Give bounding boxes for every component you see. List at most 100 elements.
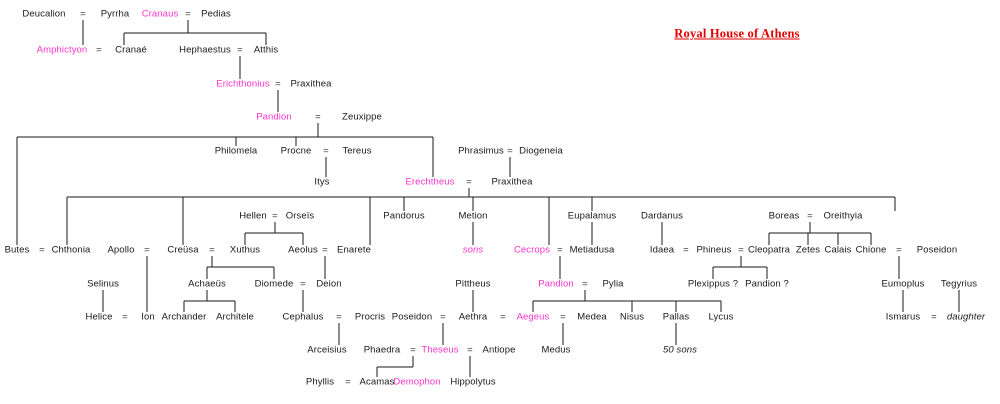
tree-node-acamas[interactable]: Acamas: [359, 376, 395, 388]
tree-node-procne[interactable]: Procne: [280, 145, 312, 157]
tree-node-theseus[interactable]: Theseus: [421, 344, 459, 356]
tree-node-philomela[interactable]: Philomela: [214, 145, 258, 157]
marriage-equals-sign: =: [807, 210, 813, 222]
tree-node-pyrrha[interactable]: Pyrrha: [100, 8, 130, 20]
tree-node-poseidon1[interactable]: Poseidon: [916, 244, 958, 256]
tree-node-nisus[interactable]: Nisus: [619, 311, 645, 323]
marriage-equals-sign: =: [896, 244, 902, 256]
tree-node-architele[interactable]: Architele: [216, 311, 254, 323]
tree-node-pallas[interactable]: Pallas: [662, 311, 690, 323]
tree-node-xuthus[interactable]: Xuthus: [229, 244, 261, 256]
tree-node-phineus[interactable]: Phineus: [696, 244, 732, 256]
tree-node-phrasimus[interactable]: Phrasimus: [458, 145, 504, 157]
tree-node-phaedra[interactable]: Phaedra: [363, 344, 401, 356]
tree-node-enarete[interactable]: Enarete: [337, 244, 371, 256]
tree-node-deion[interactable]: Deion: [316, 278, 342, 290]
tree-node-erichthonius[interactable]: Erichthonius: [216, 78, 270, 90]
tree-node-pandion1[interactable]: Pandion: [256, 111, 292, 123]
tree-node-deucalion[interactable]: Deucalion: [22, 8, 66, 20]
tree-node-praxithea1[interactable]: Praxithea: [290, 78, 332, 90]
marriage-equals-sign: =: [440, 311, 446, 323]
tree-node-pandorus[interactable]: Pandorus: [383, 210, 425, 222]
tree-node-eupalamus[interactable]: Eupalamus: [567, 210, 617, 222]
tree-node-zetes[interactable]: Zetes: [795, 244, 821, 256]
marriage-equals-sign: =: [410, 344, 416, 356]
tree-node-daughter[interactable]: daughter: [946, 311, 986, 323]
tree-node-pittheus[interactable]: Pittheus: [455, 278, 491, 290]
tree-node-hippolytus[interactable]: Hippolytus: [450, 376, 496, 388]
tree-node-creusa[interactable]: Creüsa: [167, 244, 199, 256]
tree-node-poseidon2[interactable]: Poseidon: [391, 311, 433, 323]
tree-node-plexippus[interactable]: Plexippus ?: [687, 278, 739, 290]
tree-node-diomede[interactable]: Diomede: [254, 278, 294, 290]
tree-node-cleopatra[interactable]: Cleopatra: [747, 244, 791, 256]
tree-node-lycus[interactable]: Lycus: [708, 311, 734, 323]
tree-node-selinus[interactable]: Selinus: [87, 278, 119, 290]
tree-node-chthonia[interactable]: Chthonia: [51, 244, 91, 256]
tree-node-ismarus[interactable]: Ismarus: [885, 311, 921, 323]
marriage-equals-sign: =: [500, 311, 506, 323]
tree-node-helice[interactable]: Helice: [85, 311, 113, 323]
tree-node-orseis[interactable]: Orseïs: [285, 210, 315, 222]
tree-node-zeuxippe[interactable]: Zeuxippe: [342, 111, 382, 123]
marriage-equals-sign: =: [272, 210, 278, 222]
tree-node-aegeus[interactable]: Aegeus: [516, 311, 550, 323]
tree-node-butes[interactable]: Butes: [4, 244, 30, 256]
tree-node-arceisius[interactable]: Arceisius: [307, 344, 347, 356]
marriage-equals-sign: =: [683, 244, 689, 256]
tree-node-dardanus[interactable]: Dardanus: [641, 210, 683, 222]
tree-node-ion[interactable]: Ion: [141, 311, 155, 323]
tree-node-antiope[interactable]: Antiope: [482, 344, 516, 356]
tree-node-metiadusa[interactable]: Metiadusa: [569, 244, 615, 256]
marriage-equals-sign: =: [336, 311, 342, 323]
tree-node-cranae[interactable]: Cranaé: [115, 44, 147, 56]
marriage-equals-sign: =: [185, 8, 191, 20]
tree-node-achaeus[interactable]: Achaeüs: [188, 278, 226, 290]
tree-node-eumolpus[interactable]: Eumoplus: [881, 278, 925, 290]
marriage-equals-sign: =: [467, 344, 473, 356]
marriage-equals-sign: =: [345, 376, 351, 388]
tree-node-diogeneia[interactable]: Diogeneia: [519, 145, 563, 157]
marriage-equals-sign: =: [209, 244, 215, 256]
tree-node-cecrops[interactable]: Cecrops: [513, 244, 551, 256]
tree-node-medea[interactable]: Medea: [577, 311, 607, 323]
tree-node-tegyrius[interactable]: Tegyrius: [940, 278, 978, 290]
tree-node-cephalus[interactable]: Cephalus: [282, 311, 324, 323]
tree-node-apollo[interactable]: Apollo: [107, 244, 135, 256]
tree-node-atthis[interactable]: Atthis: [253, 44, 279, 56]
tree-node-phyllis[interactable]: Phyllis: [305, 376, 335, 388]
tree-node-archander[interactable]: Archander: [161, 311, 207, 323]
tree-node-tereus[interactable]: Tereus: [342, 145, 372, 157]
tree-node-aethra[interactable]: Aethra: [458, 311, 488, 323]
marriage-equals-sign: =: [557, 244, 563, 256]
tree-node-amphictyon[interactable]: Amphictyon: [36, 44, 88, 56]
marriage-equals-sign: =: [96, 44, 102, 56]
tree-node-aeolus[interactable]: Aeolus: [288, 244, 318, 256]
page-title: Royal House of Athens: [674, 26, 800, 41]
tree-node-hellen[interactable]: Hellen: [239, 210, 267, 222]
tree-node-pylia[interactable]: Pylia: [602, 278, 624, 290]
tree-node-idaea[interactable]: Idaea: [649, 244, 675, 256]
tree-node-metion[interactable]: Metion: [458, 210, 488, 222]
tree-node-procris[interactable]: Procris: [354, 311, 386, 323]
tree-node-medus[interactable]: Medus: [541, 344, 571, 356]
tree-node-pandion2[interactable]: Pandion: [538, 278, 574, 290]
tree-node-itys[interactable]: Itys: [314, 176, 330, 188]
tree-node-pandion3[interactable]: Pandion ?: [745, 278, 789, 290]
tree-node-sons1[interactable]: sons: [462, 244, 484, 256]
tree-node-erechtheus[interactable]: Erechtheus: [405, 176, 455, 188]
tree-node-hephaestus[interactable]: Hephaestus: [179, 44, 231, 56]
tree-node-oreithyia[interactable]: Oreithyia: [823, 210, 863, 222]
tree-node-chione[interactable]: Chione: [855, 244, 887, 256]
tree-node-fiftysons[interactable]: 50 sons: [663, 344, 697, 356]
tree-node-pedias[interactable]: Pedias: [201, 8, 231, 20]
tree-node-praxithea2[interactable]: Praxithea: [491, 176, 533, 188]
marriage-equals-sign: =: [738, 244, 744, 256]
tree-node-cranaus[interactable]: Cranaus: [141, 8, 179, 20]
tree-node-boreas[interactable]: Boreas: [768, 210, 800, 222]
tree-node-calais[interactable]: Calais: [824, 244, 852, 256]
marriage-equals-sign: =: [237, 44, 243, 56]
tree-node-demophon[interactable]: Demophon: [393, 376, 441, 388]
marriage-equals-sign: =: [582, 278, 588, 290]
